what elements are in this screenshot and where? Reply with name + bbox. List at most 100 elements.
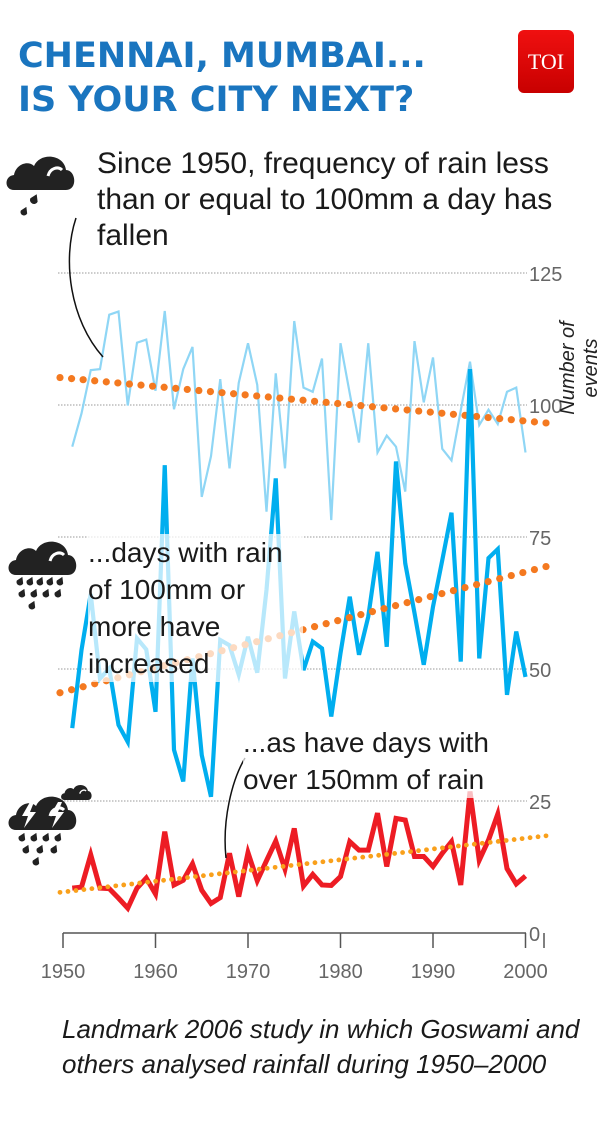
trend-dot-light xyxy=(264,393,272,401)
trend-dot-extreme xyxy=(352,855,358,861)
trend-dot-heavy xyxy=(496,574,504,583)
trend-dot-light xyxy=(496,415,504,423)
trend-dot-extreme xyxy=(487,839,493,845)
trend-dot-extreme xyxy=(392,851,398,856)
trend-dot-extreme xyxy=(145,879,151,885)
trend-dot-heavy xyxy=(403,599,411,607)
y-axis-title: Number of events xyxy=(557,321,600,415)
y-tick-label: 50 xyxy=(529,660,551,682)
trend-dot-heavy xyxy=(472,580,481,589)
trend-dot-heavy xyxy=(530,565,539,574)
trend-dot-extreme xyxy=(471,841,477,847)
trend-dot-light xyxy=(415,407,423,415)
trend-dot-extreme xyxy=(416,848,421,854)
trend-dot-extreme xyxy=(408,849,413,854)
trend-dot-light xyxy=(438,409,446,417)
cloud-thunderstorm-icon xyxy=(8,784,92,866)
trend-dot-heavy xyxy=(357,611,365,619)
trend-dot-light xyxy=(114,379,122,387)
trend-dot-extreme xyxy=(193,874,198,879)
trend-dot-heavy xyxy=(380,605,388,613)
trend-dot-extreme xyxy=(400,850,405,855)
trend-dot-light xyxy=(183,385,191,394)
trend-dot-extreme xyxy=(447,844,453,850)
trend-dot-extreme xyxy=(105,884,111,890)
trend-dot-extreme xyxy=(463,842,469,848)
trend-dot-extreme xyxy=(503,838,509,843)
trend-dot-heavy xyxy=(507,571,515,580)
trend-dot-extreme xyxy=(169,876,174,882)
trend-dot-extreme xyxy=(288,863,294,868)
trend-dot-extreme xyxy=(336,857,342,863)
annotation-heavy-rain: ...days with rain of 100mm or more have … xyxy=(88,534,303,682)
trend-dot-extreme xyxy=(535,834,541,840)
trend-dot-extreme xyxy=(344,856,350,862)
trend-dot-heavy xyxy=(449,587,458,595)
trend-dot-light xyxy=(334,399,342,408)
trend-dot-extreme xyxy=(511,837,517,842)
trend-dot-extreme xyxy=(185,875,190,880)
trend-dot-light xyxy=(507,416,515,424)
leader-line xyxy=(224,757,246,859)
trend-dot-heavy xyxy=(334,617,342,625)
trend-dot-extreme xyxy=(121,882,127,888)
trend-dot-light xyxy=(472,412,481,421)
trend-dot-light xyxy=(322,398,330,407)
trend-dot-light xyxy=(160,383,168,391)
trend-dot-extreme xyxy=(264,865,270,871)
trend-dot-light xyxy=(391,405,400,413)
trend-dot-light xyxy=(380,404,388,412)
annotation-extreme-rain: ...as have days with over 150mm of rain xyxy=(243,724,513,798)
trend-dot-extreme xyxy=(65,889,71,894)
trend-dot-light xyxy=(102,378,110,386)
trend-dot-extreme xyxy=(527,835,533,841)
trend-dot-extreme xyxy=(232,869,238,875)
trend-dot-light xyxy=(241,391,249,399)
trend-dot-extreme xyxy=(81,887,87,892)
trend-dot-extreme xyxy=(161,877,166,883)
trend-dot-light xyxy=(530,418,539,426)
trend-dot-extreme xyxy=(153,878,159,884)
trend-dot-heavy xyxy=(368,608,377,616)
trend-dot-light xyxy=(299,396,307,404)
trend-dot-light xyxy=(79,376,87,384)
x-tick-label: 1950 xyxy=(41,961,86,983)
trend-dot-light xyxy=(310,397,319,405)
trend-dot-extreme xyxy=(368,853,374,859)
trend-dot-extreme xyxy=(543,833,549,839)
trend-dot-extreme xyxy=(89,886,95,892)
trend-dot-heavy xyxy=(519,568,527,577)
x-tick-label: 1990 xyxy=(411,961,456,983)
trend-dot-extreme xyxy=(224,870,230,876)
trend-dot-extreme xyxy=(97,885,103,891)
trend-dot-heavy xyxy=(79,683,87,691)
trend-dot-extreme xyxy=(519,836,525,842)
trend-dot-extreme xyxy=(256,866,262,872)
trend-dot-extreme xyxy=(240,868,246,874)
trend-dot-extreme xyxy=(280,864,286,869)
y-tick-label: 25 xyxy=(529,792,551,814)
trend-dot-heavy xyxy=(67,686,76,694)
trend-dot-light xyxy=(56,373,64,382)
y-tick-label: 75 xyxy=(529,528,551,550)
trend-dot-extreme xyxy=(201,873,206,879)
title-line-1: CHENNAI, MUMBAI... xyxy=(18,36,426,76)
trend-dot-light xyxy=(403,406,411,414)
trend-dot-light xyxy=(345,400,353,409)
footnote: Landmark 2006 study in which Goswami and… xyxy=(62,1014,580,1079)
trend-dot-light xyxy=(357,402,365,410)
x-tick-label: 1960 xyxy=(133,961,178,983)
trend-dot-extreme xyxy=(376,852,382,858)
cloud-light-rain-icon xyxy=(6,156,75,216)
x-tick-label: 1970 xyxy=(226,961,271,983)
trend-dot-extreme xyxy=(384,851,390,857)
trend-dot-heavy xyxy=(345,614,353,622)
trend-dot-extreme xyxy=(57,889,63,895)
trend-dot-heavy xyxy=(484,577,492,586)
trend-dot-heavy xyxy=(438,590,446,598)
y-tick-label: 100 xyxy=(529,396,562,418)
y-tick-label: 125 xyxy=(529,264,562,286)
trend-dot-heavy xyxy=(461,584,469,592)
trend-dot-extreme xyxy=(216,871,222,877)
